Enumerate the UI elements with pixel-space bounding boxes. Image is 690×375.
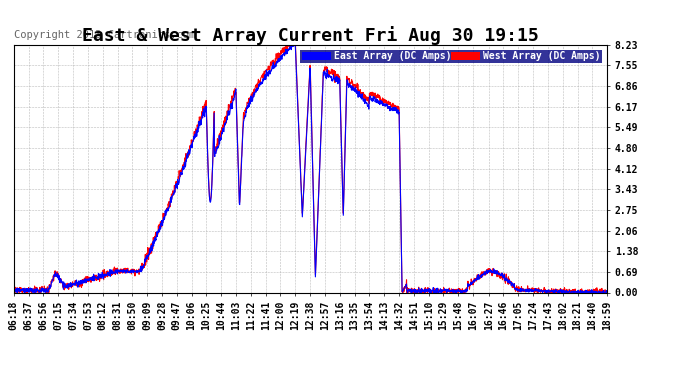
Title: East & West Array Current Fri Aug 30 19:15: East & West Array Current Fri Aug 30 19:… (82, 26, 539, 45)
Text: Copyright 2013 Cartronics.com: Copyright 2013 Cartronics.com (14, 30, 195, 40)
Legend: East Array (DC Amps), West Array (DC Amps): East Array (DC Amps), West Array (DC Amp… (300, 50, 602, 63)
